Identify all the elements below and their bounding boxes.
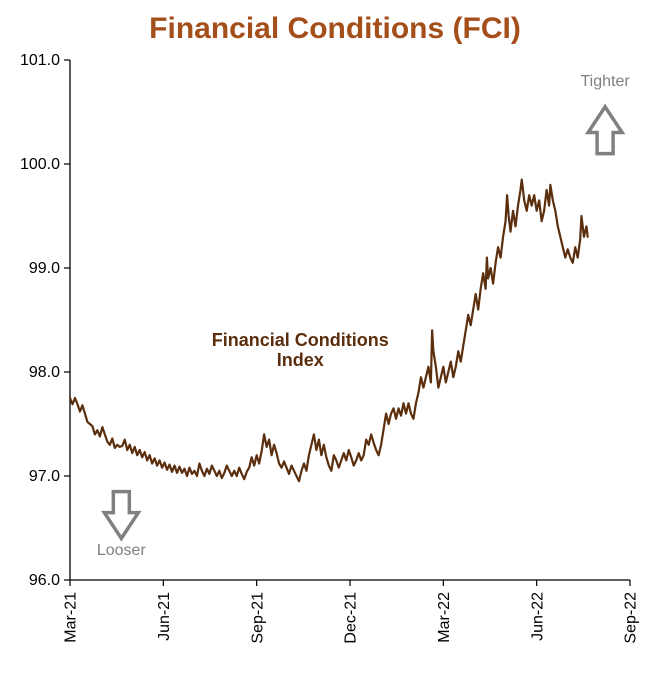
x-tick-label: Mar-22 <box>436 592 453 643</box>
looser-arrow-icon <box>104 492 138 539</box>
y-tick-label: 100.0 <box>20 156 60 173</box>
x-tick-label: Mar-21 <box>63 592 80 643</box>
chart-title: Financial Conditions (FCI) <box>0 12 670 46</box>
y-tick-label: 98.0 <box>29 364 60 381</box>
tighter-arrow-icon <box>588 107 622 154</box>
y-tick-label: 101.0 <box>20 52 60 69</box>
series-annotation: Financial Conditions <box>212 330 389 350</box>
fci-chart: Financial Conditions (FCI) 96.097.098.09… <box>0 0 670 679</box>
x-tick-label: Jun-22 <box>529 592 546 641</box>
y-tick-label: 99.0 <box>29 260 60 277</box>
tighter-label: Tighter <box>581 73 631 90</box>
chart-svg: 96.0 97.0 98.0 99.0 100.0 101.0 Mar-21 Jun-21 Se… <box>0 0 670 679</box>
x-tick-label: Sep-21 <box>249 592 266 644</box>
y-tick-label: 96.0 <box>29 572 60 589</box>
x-tick-label: Dec-21 <box>343 592 360 644</box>
x-tick-label: Jun-21 <box>156 592 173 641</box>
series-annotation: Index <box>277 350 324 370</box>
x-tick-label: Sep-22 <box>623 592 640 644</box>
looser-label: Looser <box>97 542 147 559</box>
y-tick-label: 97.0 <box>29 468 60 485</box>
